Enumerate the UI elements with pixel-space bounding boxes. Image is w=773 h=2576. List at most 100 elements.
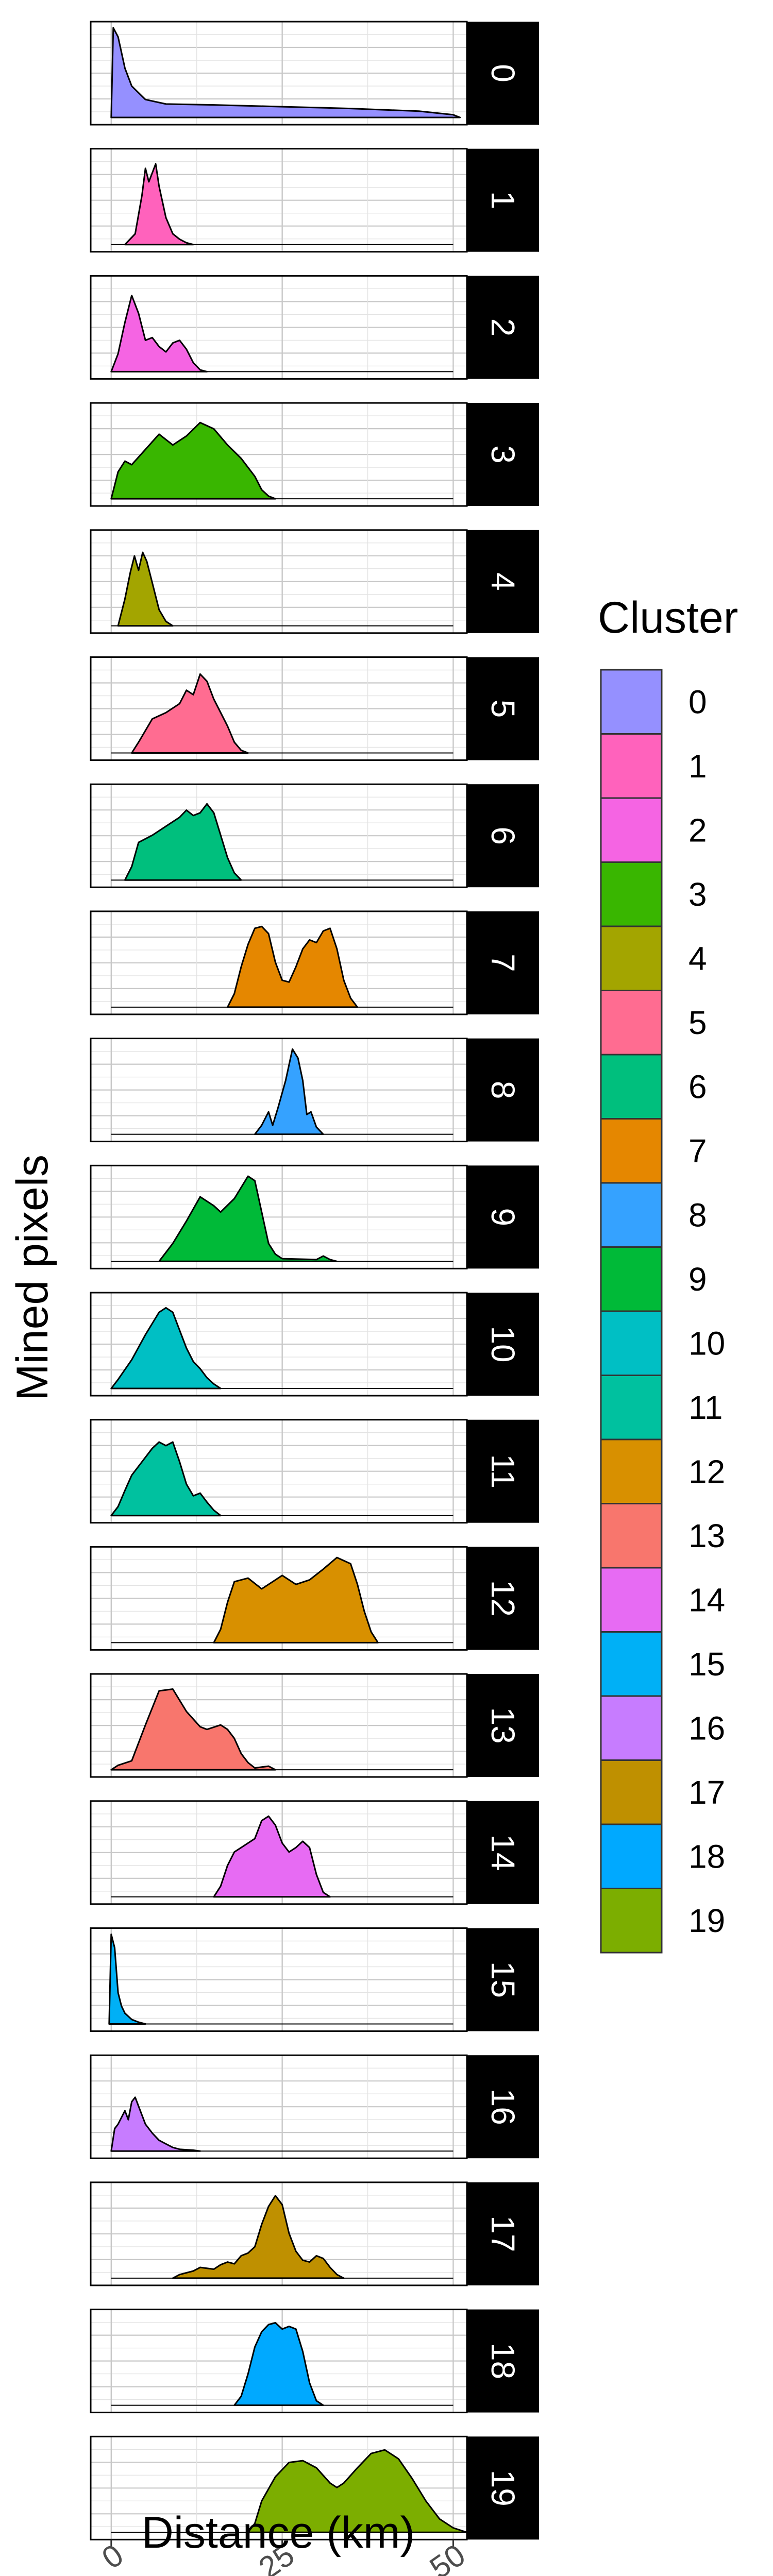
legend-key-cluster-4 xyxy=(600,925,663,991)
legend-key-cluster-17 xyxy=(600,1759,663,1825)
x-axis-title: Distance (km) xyxy=(142,2508,415,2557)
facet-strip xyxy=(467,2182,539,2285)
facet-strip xyxy=(467,530,539,633)
facet-panel-3: 3 xyxy=(90,402,539,507)
legend-key-cluster-9 xyxy=(600,1246,663,1312)
density-area-cluster-10 xyxy=(110,1307,222,1389)
legend-label: 8 xyxy=(688,1196,707,1233)
facet-panel-8: 8 xyxy=(90,1038,539,1143)
facet-strip-label: 5 xyxy=(484,700,522,718)
legend-key-cluster-6 xyxy=(600,1054,663,1120)
density-area-cluster-3 xyxy=(110,421,276,500)
density-area-cluster-2 xyxy=(110,295,208,372)
facet-panel-18: 18 xyxy=(90,2309,539,2414)
facet-strip-label: 13 xyxy=(484,1707,522,1744)
legend-label: 9 xyxy=(688,1261,707,1298)
facet-strip xyxy=(467,1293,539,1396)
density-area-cluster-1 xyxy=(124,163,194,246)
legend-label: 15 xyxy=(688,1646,725,1683)
facet-panel-5: 5 xyxy=(90,656,539,761)
legend-label: 1 xyxy=(688,748,707,785)
facet-strip-label: 9 xyxy=(484,1208,522,1227)
facet-panel-0: 0 xyxy=(90,21,539,126)
legend-key-cluster-1 xyxy=(600,733,663,799)
facet-panel-7: 7 xyxy=(90,910,539,1015)
facet-panel-13: 13 xyxy=(90,1673,539,1778)
legend-title: Cluster xyxy=(598,593,738,642)
density-area-cluster-4 xyxy=(117,551,174,627)
legend-label: 14 xyxy=(688,1581,725,1618)
facet-panel-10: 10 xyxy=(90,1292,539,1397)
x-tick-label: 50 xyxy=(424,2537,472,2576)
x-tick-label: 0 xyxy=(96,2537,130,2575)
facet-panel-4: 4 xyxy=(90,529,539,634)
facet-panel-11: 11 xyxy=(90,1419,539,1524)
legend-key-cluster-0 xyxy=(600,669,663,735)
legend-key-cluster-11 xyxy=(600,1375,663,1440)
legend-label: 17 xyxy=(688,1774,725,1811)
facet-strip-label: 4 xyxy=(484,572,522,591)
facet-strip xyxy=(467,784,539,888)
facet-panel-16: 16 xyxy=(90,2054,539,2159)
facet-panel-2: 2 xyxy=(90,275,539,380)
facet-strip xyxy=(467,657,539,760)
facet-strip-label: 2 xyxy=(484,318,522,337)
facet-strip-label: 1 xyxy=(484,191,522,210)
facet-strip xyxy=(467,1038,539,1142)
facet-strip-label: 0 xyxy=(484,64,522,82)
density-area-cluster-8 xyxy=(254,1048,324,1136)
facet-strip-label: 14 xyxy=(484,1834,522,1871)
legend-label: 19 xyxy=(688,1902,725,1939)
facet-strip xyxy=(467,1928,539,2031)
density-area-cluster-6 xyxy=(124,803,242,881)
facet-strip xyxy=(467,2436,539,2540)
facet-strip-label: 6 xyxy=(484,826,522,845)
facet-strip-label: 17 xyxy=(484,2215,522,2252)
legend-label: 11 xyxy=(688,1389,722,1426)
density-area-cluster-19 xyxy=(247,2449,468,2533)
legend-key-cluster-15 xyxy=(600,1631,663,1697)
legend-label: 7 xyxy=(688,1132,707,1170)
legend-key-cluster-5 xyxy=(600,990,663,1056)
density-area-cluster-0 xyxy=(110,27,461,118)
legend-key-cluster-13 xyxy=(600,1503,663,1569)
legend-label: 0 xyxy=(688,683,707,720)
facet-panel-12: 12 xyxy=(90,1546,539,1651)
facet-strip xyxy=(467,2055,539,2159)
legend-key-cluster-3 xyxy=(600,861,663,927)
legend-key-cluster-18 xyxy=(600,1823,663,1889)
legend-label: 18 xyxy=(688,1838,725,1875)
facet-strip xyxy=(467,276,539,379)
facet-strip xyxy=(467,148,539,252)
density-area-cluster-7 xyxy=(227,925,359,1008)
legend-key-cluster-7 xyxy=(600,1118,663,1184)
facet-panel-14: 14 xyxy=(90,1800,539,1905)
facet-panel-6: 6 xyxy=(90,783,539,888)
density-area-cluster-9 xyxy=(158,1175,338,1262)
facet-strip xyxy=(467,1419,539,1523)
density-area-cluster-5 xyxy=(131,673,249,754)
facet-panel-19: 19 xyxy=(90,2435,539,2540)
density-area-cluster-11 xyxy=(110,1441,222,1517)
legend-label: 12 xyxy=(688,1453,725,1490)
density-area-cluster-15 xyxy=(108,1934,146,2025)
legend-label: 10 xyxy=(688,1325,725,1362)
facet-strip xyxy=(467,911,539,1014)
legend-label: 5 xyxy=(688,1004,707,1041)
legend-label: 4 xyxy=(688,940,707,977)
legend-label: 6 xyxy=(688,1068,707,1105)
density-area-cluster-14 xyxy=(213,1815,331,1898)
facet-strip-label: 15 xyxy=(484,1961,522,1998)
facet-strip-label: 11 xyxy=(484,1454,522,1488)
legend-label: 3 xyxy=(688,876,707,913)
facet-strip xyxy=(467,2309,539,2413)
legend-label: 2 xyxy=(688,811,707,849)
density-area-cluster-18 xyxy=(233,2322,324,2406)
facet-panel-17: 17 xyxy=(90,2181,539,2286)
legend-label: 16 xyxy=(688,1709,725,1747)
density-area-cluster-16 xyxy=(110,2096,201,2152)
legend-key-cluster-16 xyxy=(600,1695,663,1761)
density-area-cluster-13 xyxy=(110,1688,276,1771)
